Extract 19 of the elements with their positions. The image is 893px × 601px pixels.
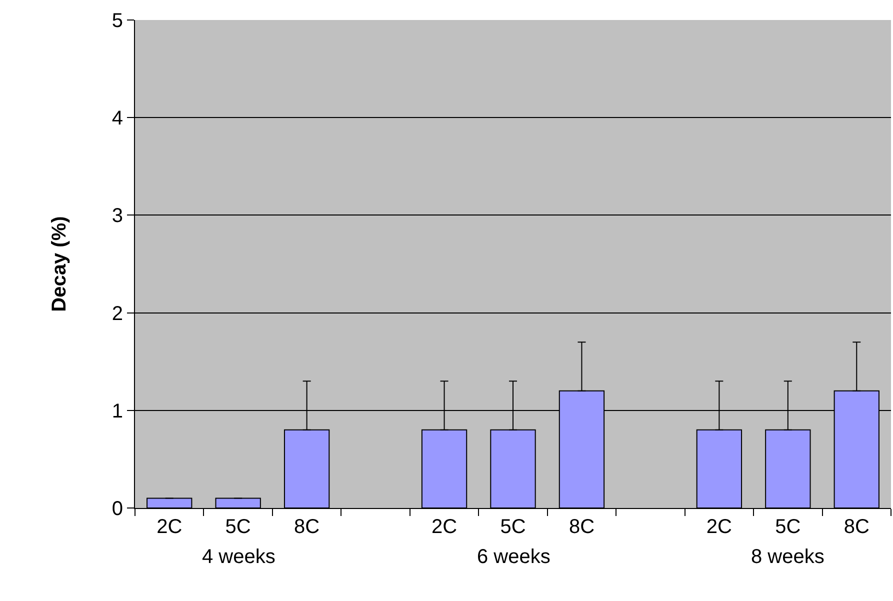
text: 6 weeks [477,546,550,568]
text: 4 weeks [202,546,276,568]
x-tick-label: 5C [500,516,526,538]
y-tick-label: 2 [112,302,123,325]
x-tick-label: 8C [844,516,870,538]
x-tick-label: 2C [706,516,732,538]
y-tick-label: 4 [112,108,123,130]
y-tick-label: 0 [112,498,123,520]
x-tick-label: 2C [431,516,458,538]
x-tick-label: 8C [294,516,320,538]
x-tick-label: 5C [225,516,251,538]
y-tick-label: 3 [112,205,123,228]
y-tick-label: 5 [112,10,123,32]
x-tick-label: 2C [156,516,182,538]
y-axis-title: Decay (%) [48,216,70,312]
text: 8 weeks [751,546,824,568]
x-tick-label: 5C [775,516,801,538]
y-tick-label: 1 [112,400,123,422]
x-tick-label: 8C [568,516,595,538]
